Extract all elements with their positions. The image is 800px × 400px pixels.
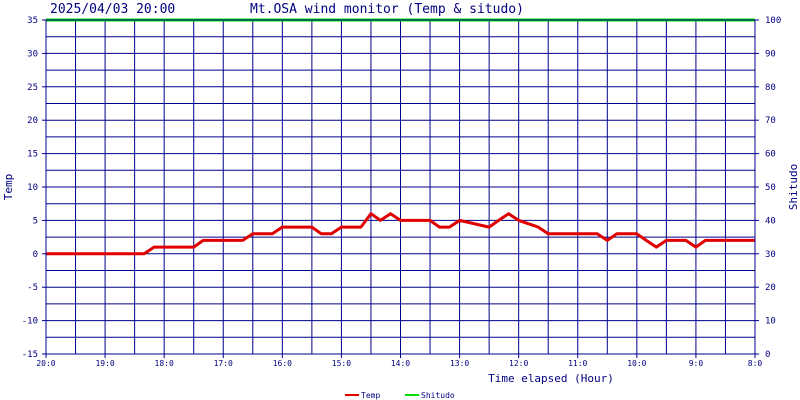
y2-tick-label: 20 (765, 283, 776, 293)
grid-lines (45, 19, 756, 355)
x-tick-label: 14:0 (391, 359, 410, 368)
legend-label-shitudo: Shitudo (421, 391, 455, 400)
x-tick-label: 19:0 (95, 359, 114, 368)
y2-tick-label: 80 (765, 83, 776, 93)
y-tick-label: -15 (22, 350, 38, 360)
header-datetime: 2025/04/03 20:00 (50, 2, 175, 17)
series-line-temp (46, 212, 755, 256)
y-tick-label: 35 (27, 16, 38, 26)
legend-label-temp: Temp (361, 391, 380, 400)
y2-axis-label: Shitudo (787, 164, 800, 210)
x-tick-label: 10:0 (627, 359, 646, 368)
x-tick-label: 11:0 (568, 359, 587, 368)
y-tick-label: 0 (33, 250, 38, 260)
y2-tick-label: 60 (765, 150, 776, 160)
y2-tick-label: 40 (765, 216, 776, 226)
x-tick-label: 8:0 (748, 359, 763, 368)
y-axis-label: Temp (2, 174, 15, 201)
y2-tick-label: 30 (765, 250, 776, 260)
left-axis-ticks: 35 30 25 20 15 10 5 0 -5 -10 -15 (22, 16, 46, 360)
x-axis-ticks: 20:0 19:0 18:0 17:0 16:0 15:0 14:0 13:0 12:0 11:0… (36, 354, 762, 368)
x-tick-label: 20:0 (36, 359, 55, 368)
y-tick-label: 30 (27, 49, 38, 59)
y2-tick-label: 70 (765, 116, 776, 126)
x-axis-label: Time elapsed (Hour) (488, 372, 614, 385)
y2-tick-label: 0 (765, 350, 770, 360)
y2-tick-label: 100 (765, 16, 781, 26)
x-tick-label: 13:0 (450, 359, 469, 368)
y-tick-label: 25 (27, 83, 38, 93)
chart-title: Mt.OSA wind monitor (Temp & situdo) (250, 2, 524, 17)
x-tick-label: 12:0 (509, 359, 528, 368)
x-tick-label: 18:0 (155, 359, 174, 368)
y-tick-label: 10 (27, 183, 38, 193)
x-tick-label: 16:0 (273, 359, 292, 368)
y-tick-label: 20 (27, 116, 38, 126)
y2-tick-label: 50 (765, 183, 776, 193)
y2-tick-label: 90 (765, 49, 776, 59)
y-tick-label: 15 (27, 150, 38, 160)
y-tick-label: -10 (22, 317, 38, 327)
y-tick-label: -5 (27, 283, 38, 293)
x-tick-label: 9:0 (689, 359, 704, 368)
x-tick-label: 17:0 (214, 359, 233, 368)
y2-tick-label: 10 (765, 317, 776, 327)
x-tick-label: 15:0 (332, 359, 351, 368)
legend: Temp Shitudo (345, 391, 455, 400)
y-tick-label: 5 (33, 216, 38, 226)
